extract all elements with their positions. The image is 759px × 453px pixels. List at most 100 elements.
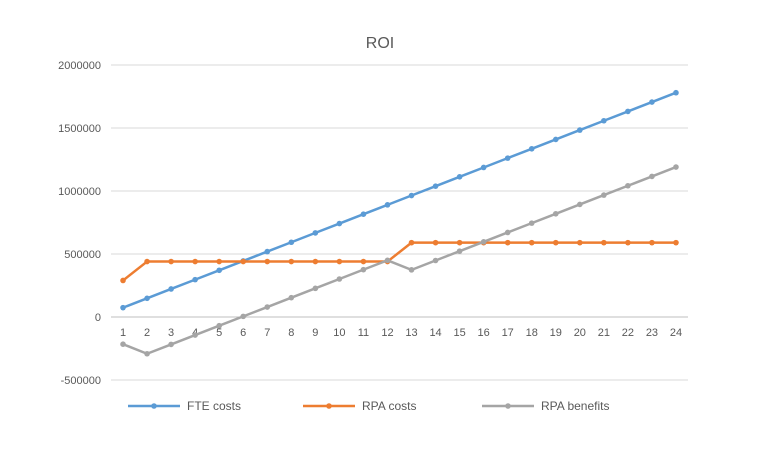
x-tick-label: 9	[312, 327, 318, 339]
x-tick-label: 15	[453, 327, 465, 339]
data-point	[673, 89, 679, 96]
x-tick-label: 10	[333, 327, 345, 339]
data-point	[528, 239, 535, 246]
y-tick-label: 0	[95, 312, 101, 324]
y-tick-label: 1000000	[58, 186, 101, 198]
data-point	[625, 239, 631, 246]
data-point	[408, 192, 415, 199]
data-point	[144, 350, 150, 357]
data-point	[216, 322, 222, 329]
data-point	[649, 173, 655, 180]
data-point	[456, 248, 463, 254]
y-tick-label: 1500000	[58, 123, 101, 135]
x-tick-label: 21	[598, 327, 610, 339]
x-tick-label: 19	[550, 327, 562, 339]
data-point	[240, 313, 247, 320]
data-point	[168, 258, 174, 265]
series-line	[122, 241, 676, 282]
x-tick-label: 18	[526, 327, 538, 339]
data-point	[288, 294, 295, 301]
data-point	[336, 258, 343, 265]
x-tick-label: 2	[144, 327, 150, 339]
series-rpa-benefits	[120, 164, 679, 357]
data-point	[625, 182, 631, 189]
legend-item: RPA benefits	[482, 399, 609, 413]
data-point	[288, 239, 295, 246]
data-point	[408, 239, 415, 246]
data-point	[673, 239, 679, 246]
data-point	[504, 155, 511, 161]
data-point	[336, 276, 343, 282]
data-point	[552, 136, 559, 143]
x-tick-label: 11	[358, 327, 369, 339]
x-tick-label: 17	[502, 327, 514, 339]
data-point	[552, 239, 559, 246]
data-point	[577, 201, 583, 208]
data-point	[384, 257, 391, 264]
series-line	[122, 91, 677, 309]
data-point	[360, 266, 367, 273]
x-tick-label: 20	[574, 327, 586, 339]
legend-label: FTE costs	[187, 399, 241, 413]
data-point	[649, 239, 655, 246]
data-point	[144, 258, 150, 265]
data-point	[480, 239, 487, 245]
data-point	[144, 295, 150, 302]
legend-item: RPA costs	[303, 399, 416, 413]
data-point	[456, 174, 463, 180]
y-tick-label: 500000	[64, 249, 101, 261]
chart-title: ROI	[366, 35, 394, 52]
x-tick-label: 7	[264, 327, 270, 339]
data-point	[216, 258, 222, 265]
data-point	[601, 192, 607, 198]
legend-marker	[151, 403, 157, 409]
data-point	[264, 258, 271, 265]
data-point	[264, 248, 271, 255]
x-tick-label: 14	[429, 327, 441, 339]
x-tick-label: 13	[405, 327, 417, 339]
data-point	[384, 202, 391, 208]
data-point	[312, 258, 319, 265]
x-tick-label: 6	[240, 327, 246, 339]
data-point	[601, 117, 607, 124]
x-tick-label: 5	[216, 327, 222, 339]
data-point	[120, 304, 126, 311]
data-point	[601, 239, 607, 246]
data-point	[192, 258, 198, 265]
legend-label: RPA costs	[362, 399, 416, 413]
data-point	[577, 239, 583, 246]
data-point	[577, 127, 583, 133]
data-point	[168, 286, 174, 292]
data-point	[312, 230, 319, 236]
x-tick-label: 1	[120, 327, 126, 339]
data-point	[240, 258, 247, 265]
data-point	[168, 341, 174, 348]
data-point	[528, 220, 535, 226]
x-tick-label: 22	[622, 327, 634, 339]
x-tick-label: 24	[670, 327, 682, 339]
legend-item: FTE costs	[128, 399, 241, 413]
x-tick-label: 23	[646, 327, 658, 339]
series-rpa-costs	[120, 239, 679, 284]
data-point	[432, 239, 439, 246]
data-point	[336, 220, 343, 227]
data-point	[192, 276, 198, 283]
y-tick-label: -500000	[61, 375, 101, 387]
data-point	[408, 267, 415, 273]
data-point	[216, 267, 222, 274]
data-point	[673, 164, 679, 170]
data-point	[120, 277, 126, 284]
data-point	[504, 239, 511, 246]
legend-marker	[505, 403, 511, 409]
data-point	[288, 258, 295, 265]
data-point	[360, 258, 367, 265]
x-tick-label: 3	[168, 327, 174, 339]
data-point	[504, 229, 511, 236]
data-point	[360, 211, 367, 218]
y-tick-label: 2000000	[58, 60, 101, 72]
legend-label: RPA benefits	[541, 399, 609, 413]
data-point	[264, 304, 271, 310]
data-point	[432, 257, 439, 264]
x-tick-label: 16	[478, 327, 490, 339]
